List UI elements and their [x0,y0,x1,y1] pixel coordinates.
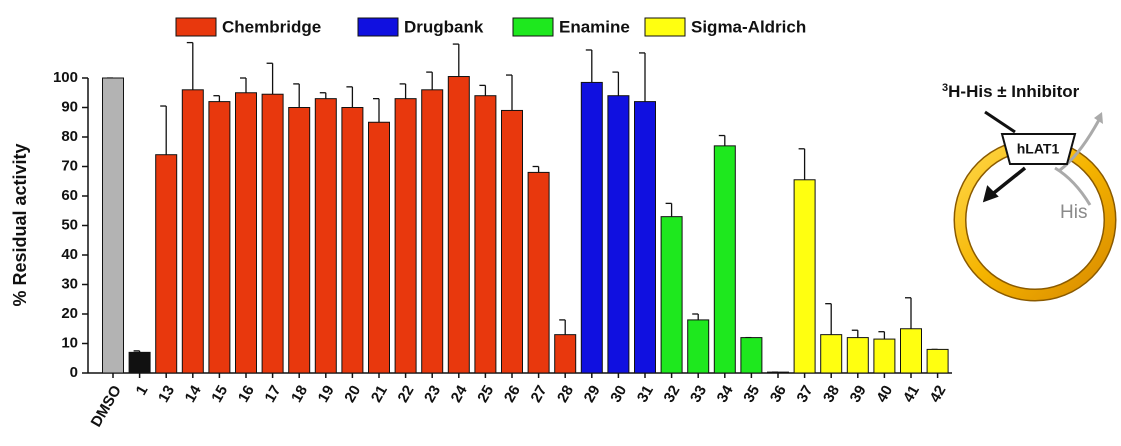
bar [901,329,922,373]
x-tick-label: 41 [900,382,923,405]
x-tick-label: 13 [155,382,178,405]
bar [502,110,523,373]
bar [156,155,177,373]
bar [635,102,656,373]
bar [768,372,789,373]
bar [448,77,469,373]
bar [741,338,762,373]
bar [289,108,310,374]
x-tick-label: 33 [687,382,710,405]
vesicle [960,145,1110,295]
legend-label: Enamine [559,17,630,36]
bar [927,349,948,373]
bar [874,339,895,373]
bar [528,172,549,373]
y-tick-label: 0 [70,364,78,381]
x-tick-label: 22 [394,382,417,405]
product-label: His [1060,202,1087,223]
x-tick-label: 31 [634,382,657,405]
bar [555,335,576,373]
bar [342,108,363,374]
x-tick-label: 28 [554,382,577,405]
legend-swatch [176,18,216,36]
x-tick-label: 21 [368,382,391,405]
influx-arrow-inside [990,168,1025,196]
bar [847,338,868,373]
y-tick-label: 80 [61,128,78,145]
bar [794,180,815,373]
y-tick-label: 40 [61,246,78,263]
x-tick-label: 19 [315,382,338,405]
x-tick-label: 14 [182,382,205,406]
bar [129,352,150,373]
bar [182,90,203,373]
bar [103,78,124,373]
bar [688,320,709,373]
x-tick-label: 17 [261,382,284,405]
y-tick-label: 100 [53,69,78,86]
legend-label: Drugbank [404,17,484,36]
y-tick-label: 30 [61,275,78,292]
y-axis-title: % Residual activity [10,143,30,306]
x-tick-label: 25 [474,382,497,405]
y-tick-label: 50 [61,216,78,233]
figure: % Residual activity hLAT1 3H-His ± Inhib… [0,0,1121,446]
bar [422,90,443,373]
legend-swatch [645,18,685,36]
legend-swatch [513,18,553,36]
bar [661,217,682,373]
x-tick-label: DMSO [88,382,125,430]
y-tick-label: 90 [61,98,78,115]
transporter-label: hLAT1 [1017,141,1060,157]
x-tick-label: 30 [607,382,630,405]
x-tick-label: 35 [740,382,763,405]
x-tick-label: 36 [767,382,790,405]
bar [315,99,336,373]
x-tick-label: 20 [341,382,364,405]
bar [608,96,629,373]
x-tick-label: 39 [847,382,870,405]
legend-label: Chembridge [222,17,321,36]
y-tick-label: 60 [61,187,78,204]
x-tick-label: 34 [714,382,737,406]
his-arrow [1055,168,1090,205]
x-tick-label: 37 [793,382,816,405]
x-tick-label: 18 [288,382,311,405]
x-tick-label: 40 [873,382,896,405]
arrowhead [985,188,996,200]
x-tick-label: 26 [501,382,524,405]
y-tick-label: 10 [61,334,78,351]
substrate: H-His ± Inhibitor [948,82,1080,101]
bar [395,99,416,373]
x-tick-label: 27 [527,382,550,405]
x-tick-label: 15 [208,382,231,405]
x-tick-label: 42 [926,382,949,405]
x-tick-label: 29 [581,382,604,405]
bar [475,96,496,373]
x-tick-label: 23 [421,382,444,405]
bar [262,94,283,373]
x-tick-label: 16 [235,382,258,405]
x-tick-label: 24 [448,382,471,406]
bar [236,93,257,373]
x-tick-label: 38 [820,382,843,405]
y-tick-label: 20 [61,305,78,322]
bar [369,122,390,373]
y-tick-label: 70 [61,157,78,174]
bar [714,146,735,373]
influx-arrow [985,112,1015,132]
substrate-label: 3H-His ± Inhibitor [942,82,1080,101]
bar [581,82,602,373]
legend-label: Sigma-Aldrich [691,17,806,36]
bar [821,335,842,373]
x-tick-label: 1 [133,382,152,398]
bar [209,102,230,373]
diagram: hLAT1 3H-His ± Inhibitor His [942,82,1110,295]
legend-swatch [358,18,398,36]
x-tick-label: 32 [660,382,683,405]
